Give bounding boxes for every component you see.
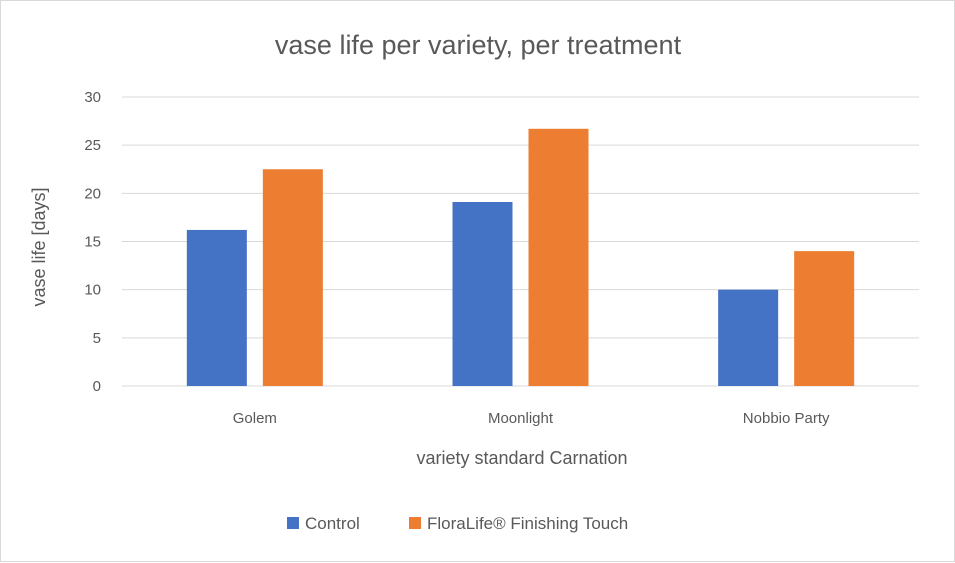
bar-moonlight-control bbox=[452, 202, 513, 386]
y-tick-label: 25 bbox=[84, 137, 101, 154]
chart-title: vase life per variety, per treatment bbox=[275, 30, 682, 60]
y-tick-label: 10 bbox=[84, 282, 101, 299]
x-tick-label: Golem bbox=[233, 410, 277, 427]
x-tick-label: Moonlight bbox=[488, 410, 554, 427]
y-axis-ticks: 0 5 10 15 20 25 30 bbox=[84, 89, 101, 395]
bar-moonlight-floralife bbox=[528, 128, 589, 386]
x-axis-ticks: Golem Moonlight Nobbio Party bbox=[233, 410, 830, 427]
legend: Control FloraLife® Finishing Touch bbox=[287, 514, 628, 533]
legend-label: Control bbox=[305, 514, 360, 533]
gridlines bbox=[122, 96, 919, 387]
y-tick-label: 0 bbox=[93, 378, 101, 395]
x-tick-label: Nobbio Party bbox=[743, 410, 830, 427]
bar-golem-control bbox=[186, 229, 247, 386]
bar-golem-floralife bbox=[262, 169, 323, 386]
bar-nobbio-party-control bbox=[718, 289, 779, 386]
legend-swatch bbox=[287, 517, 299, 529]
legend-label: FloraLife® Finishing Touch bbox=[427, 514, 628, 533]
y-tick-label: 20 bbox=[84, 185, 101, 202]
y-axis-label: vase life [days] bbox=[29, 187, 49, 306]
legend-swatch bbox=[409, 517, 421, 529]
y-tick-label: 15 bbox=[84, 234, 101, 251]
bar-nobbio-party-floralife bbox=[794, 251, 855, 386]
x-axis-label: variety standard Carnation bbox=[416, 448, 627, 468]
y-tick-label: 5 bbox=[93, 330, 101, 347]
bars bbox=[186, 128, 855, 386]
y-tick-label: 30 bbox=[84, 89, 101, 106]
